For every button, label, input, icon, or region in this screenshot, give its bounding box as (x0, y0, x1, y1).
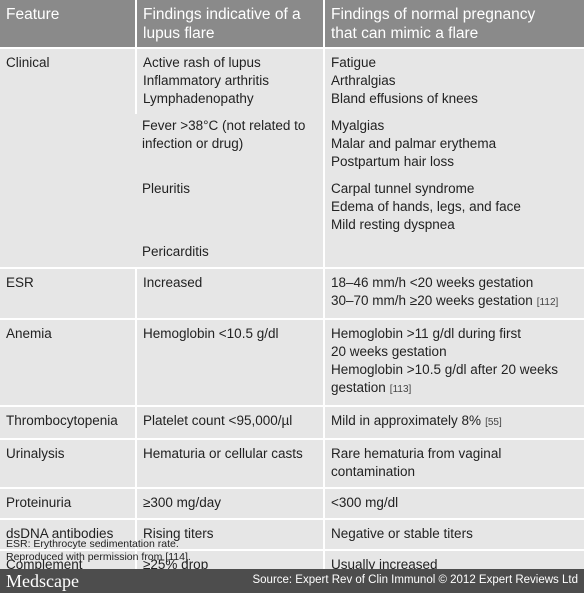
table-row: Pericarditis (0, 240, 584, 268)
cell-line: Negative or stable titers (331, 526, 473, 541)
normal-cell: 18–46 mm/h <20 weeks gestation 30–70 mm/h… (323, 267, 584, 319)
table-row: Pleuritis Carpal tunnel syndrome Edema of … (0, 177, 584, 240)
cell-line: Hemoglobin >10.5 g/dl after 20 weeks (331, 362, 559, 377)
cell-line: Mild resting dyspnea (331, 217, 455, 232)
reference: [55] (485, 417, 502, 428)
header-cell: Findings of normal pregnancy that can mim… (323, 0, 584, 48)
cell-line: Fever >38°C (not related to (142, 118, 306, 133)
cell-line: ≥300 mg/day (143, 495, 221, 510)
table-row: ESR Increased 18–46 mm/h <20 weeks gestati… (0, 267, 584, 319)
findings-cell: Hematuria or cellular casts (135, 438, 324, 488)
cell-line: Platelet count <95,000/µl (143, 413, 293, 428)
findings-cell: Pericarditis (136, 240, 324, 268)
cell-line: Inflammatory arthritis (143, 73, 270, 88)
cell-line: 20 weeks gestation (331, 344, 447, 359)
normal-cell: Mild in approximately 8% [55] (323, 405, 584, 439)
cell-line: Hemoglobin <10.5 g/dl (143, 326, 279, 341)
header-cell: Feature (0, 0, 136, 48)
cell-line: 18–46 mm/h <20 weeks gestation (331, 275, 534, 290)
cell-line: Lymphadenopathy (143, 91, 254, 106)
cell-line: Mild in approximately 8% [55] (331, 412, 578, 432)
normal-cell: Myalgias Malar and palmar erythema Postpar… (323, 114, 584, 177)
cell-line: Pericarditis (142, 244, 209, 259)
cell-line: Hematuria or cellular casts (143, 446, 303, 461)
normal-cell: Carpal tunnel syndrome Edema of hands, le… (323, 177, 584, 240)
cell-line: Increased (143, 275, 203, 290)
source: Source: Expert Rev of Clin Immunol © 201… (252, 574, 578, 586)
cell-line: ≥25% drop (143, 557, 209, 572)
normal-cell (323, 240, 584, 268)
cell-line: Active rash of lupus (143, 55, 261, 70)
table-row: Fever >38°C (not related to infection or … (0, 114, 584, 177)
normal-cell: Fatigue Arthralgias Bland effusions of kne… (323, 47, 584, 114)
cell-line: gestation [113] (331, 379, 578, 399)
findings-cell: Pleuritis (136, 177, 324, 240)
footer: Medscape Source: Expert Rev of Clin Immu… (0, 569, 584, 593)
feature-cell: Anemia (0, 318, 136, 406)
cell-line: Fatigue (331, 55, 377, 70)
cell-line: Pleuritis (142, 181, 191, 196)
reference: [112] (536, 297, 559, 308)
table-row: Proteinuria ≥300 mg/day <300 mg/dl (0, 487, 584, 519)
feature-cell: Clinical (0, 47, 136, 268)
findings-cell: Active rash of lupus Inflammatory arthrit… (135, 47, 324, 114)
cell-line: Rising titers (143, 526, 214, 541)
cell-line: Usually increased (331, 557, 438, 572)
findings-cell: ≥300 mg/day (135, 487, 324, 519)
header-line: Feature (6, 6, 60, 23)
cell-line: Edema of hands, legs, and face (331, 199, 521, 214)
normal-cell: Hemoglobin >11 g/dl during first 20 weeks… (323, 318, 584, 406)
findings-cell: Fever >38°C (not related to infection or … (136, 114, 324, 177)
cell-text: Mild in approximately 8% (331, 413, 482, 428)
header-row: Feature Findings indicative of a lupus fla… (0, 0, 584, 48)
feature-cell: Urinalysis (0, 438, 136, 488)
note: Reproduced with permission from [114]. (6, 551, 191, 563)
table-row: Anemia Hemoglobin <10.5 g/dl Hemoglobin >1… (0, 318, 584, 406)
cell-line: Carpal tunnel syndrome (331, 181, 475, 196)
cell-line: Postpartum hair loss (331, 154, 455, 169)
cell-text: gestation (331, 380, 386, 395)
cell-line: Bland effusions of knees (331, 91, 478, 106)
header-line: that can mimic a flare (331, 25, 479, 42)
reference: [113] (389, 384, 412, 395)
table-row: Thrombocytopenia Platelet count <95,000/µ… (0, 405, 584, 439)
feature-cell: Proteinuria (0, 487, 136, 519)
findings-cell: Hemoglobin <10.5 g/dl (135, 318, 324, 406)
cell-line: Malar and palmar erythema (331, 136, 497, 151)
normal-cell: <300 mg/dl (323, 487, 584, 519)
cell-line: Myalgias (331, 118, 385, 133)
logo: Medscape (6, 571, 79, 591)
cell-line: Arthralgias (331, 73, 396, 88)
notes: ESR: Erythrocyte sedimentation rate. Repr… (6, 538, 191, 564)
cell-line: Hemoglobin >11 g/dl during first (331, 326, 521, 341)
data-table: Feature Findings indicative of a lupus fla… (0, 0, 584, 580)
note: ESR: Erythrocyte sedimentation rate. (6, 538, 179, 550)
findings-cell: Increased (135, 267, 324, 319)
feature-cell: dsDNA antibodies (0, 518, 136, 550)
header-cell: Findings indicative of a lupus flare (135, 0, 324, 48)
header-line: Findings of normal pregnancy (331, 6, 536, 23)
cell-line: Rare hematuria from vaginal (331, 446, 502, 461)
feature-cell: ESR (0, 267, 136, 319)
cell-line: contamination (331, 464, 416, 479)
table-row: Clinical Active rash of lupus Inflammatory… (0, 47, 584, 268)
header-line: lupus flare (143, 25, 215, 42)
cell-line: 30–70 mm/h ≥20 weeks gestation [112] (331, 292, 578, 312)
findings-cell: Platelet count <95,000/µl (135, 405, 324, 439)
findings-cell: Rising titers (135, 518, 324, 550)
cell-line: <300 mg/dl (331, 495, 399, 510)
table-row: dsDNA antibodies Rising titers Negative or… (0, 518, 584, 550)
table-row: Urinalysis Hematuria or cellular casts Rar… (0, 438, 584, 488)
cell-text: 30–70 mm/h ≥20 weeks gestation (331, 293, 533, 308)
header-line: Findings indicative of a (143, 6, 301, 23)
normal-cell: Negative or stable titers (323, 518, 584, 550)
feature-cell: Thrombocytopenia (0, 405, 136, 439)
cell-line: infection or drug) (142, 136, 244, 151)
normal-cell: Rare hematuria from vaginal contamination (323, 438, 584, 488)
